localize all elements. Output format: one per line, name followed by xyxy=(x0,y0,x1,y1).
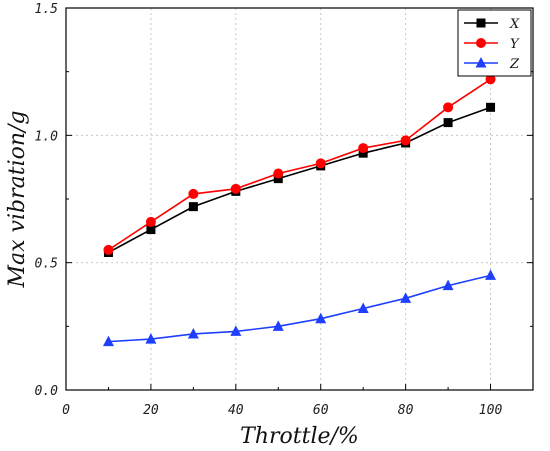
data-point-x xyxy=(273,174,283,184)
y-tick-label: 0.5 xyxy=(35,257,59,272)
legend-label: Y xyxy=(510,37,520,52)
data-point-z xyxy=(230,325,242,336)
data-point-y xyxy=(103,244,114,255)
series-line-x xyxy=(108,106,491,254)
data-point-x xyxy=(443,118,453,128)
y-tick-label: 1.0 xyxy=(35,129,59,144)
data-point-y xyxy=(400,135,411,146)
legend-marker xyxy=(476,38,486,48)
series xyxy=(102,74,497,347)
data-point-z xyxy=(145,333,157,344)
grid xyxy=(66,8,533,390)
data-point-z xyxy=(315,312,327,324)
x-tick-label: 20 xyxy=(143,403,159,418)
x-axis-title: Throttle/% xyxy=(240,424,359,449)
data-point-y xyxy=(230,183,241,194)
y-tick-label: 0.0 xyxy=(35,384,59,399)
data-point-z xyxy=(187,327,199,339)
data-point-y xyxy=(273,168,284,179)
data-point-z xyxy=(272,320,284,331)
x-tick-label: 80 xyxy=(398,403,414,418)
legend-label: Z xyxy=(509,57,520,72)
x-tick-label: 60 xyxy=(313,403,329,418)
data-point-z xyxy=(357,302,369,314)
data-point-y xyxy=(358,143,369,154)
axis-ticks: 0 20 40 60 80 100 0.0 0.5 1.0 1.5 xyxy=(35,2,533,418)
data-point-y xyxy=(315,158,326,169)
data-point-z xyxy=(400,292,412,303)
y-tick-label: 1.5 xyxy=(35,2,59,17)
x-tick-label: 100 xyxy=(479,403,503,418)
data-point-x xyxy=(188,202,198,212)
x-tick-label: 0 xyxy=(62,403,70,418)
data-point-z xyxy=(485,269,497,280)
legend-label: X xyxy=(509,17,520,32)
series-y xyxy=(103,74,496,255)
series-line-z xyxy=(108,274,491,343)
data-point-x xyxy=(358,148,368,158)
y-axis-title: Max vibration/g xyxy=(5,110,30,288)
data-point-y xyxy=(145,216,156,227)
data-point-x xyxy=(146,225,156,235)
legend-marker xyxy=(476,18,486,28)
x-tick-label: 40 xyxy=(228,403,244,418)
legend-marker xyxy=(475,57,487,68)
series-z xyxy=(102,269,497,347)
series-line-y xyxy=(108,78,491,251)
data-point-y xyxy=(485,74,496,85)
data-point-z xyxy=(442,279,454,291)
data-point-x xyxy=(486,102,496,112)
data-point-y xyxy=(443,102,454,113)
data-point-y xyxy=(188,188,199,199)
legend: XYZ xyxy=(457,9,532,77)
series-x xyxy=(103,102,496,257)
data-point-z xyxy=(102,335,114,347)
